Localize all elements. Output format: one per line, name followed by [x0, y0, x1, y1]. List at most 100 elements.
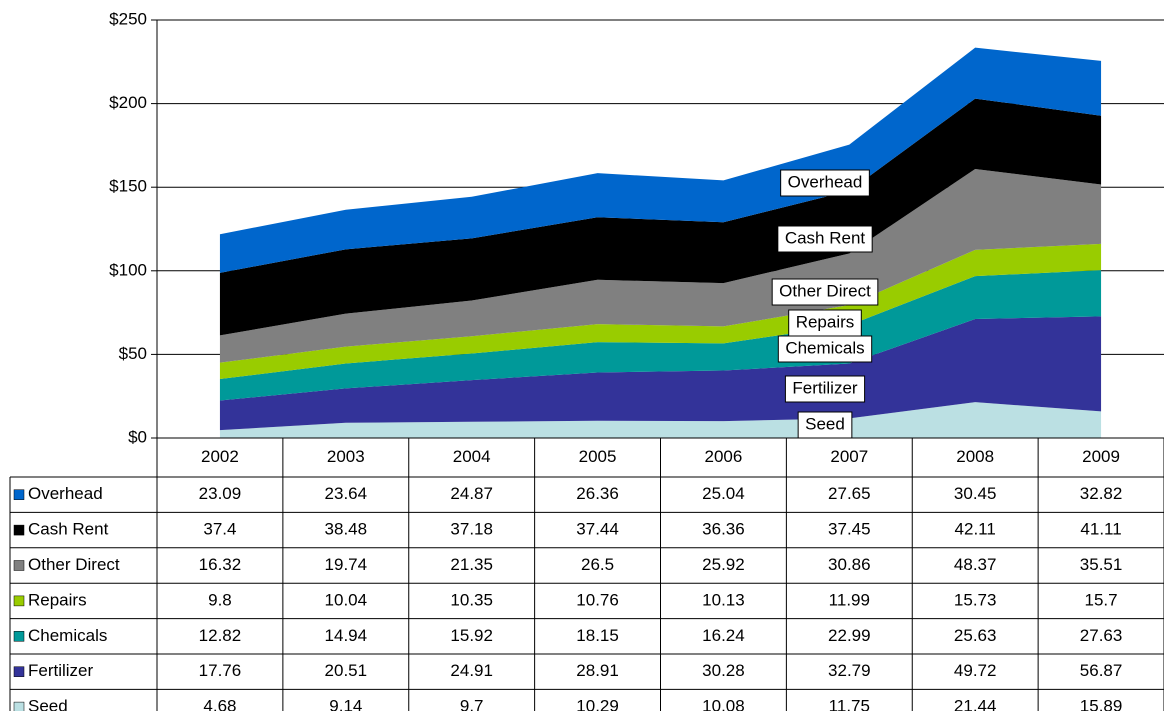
y-tick-label: $100 [109, 260, 147, 279]
table-value: 16.32 [199, 555, 242, 574]
table-value: 48.37 [954, 555, 997, 574]
table-value: 9.8 [208, 590, 232, 609]
table-value: 35.51 [1080, 555, 1123, 574]
y-tick-label: $200 [109, 93, 147, 112]
table-value: 26.36 [576, 484, 619, 503]
series-label: Cash Rent [785, 228, 866, 247]
table-value: 37.45 [828, 520, 871, 539]
table-value: 25.92 [702, 555, 745, 574]
legend-label: Fertilizer [28, 661, 94, 680]
table-value: 30.86 [828, 555, 871, 574]
legend-label: Overhead [28, 484, 103, 503]
table-value: 56.87 [1080, 661, 1123, 680]
label-box [777, 335, 873, 363]
table-value: 24.91 [450, 661, 493, 680]
table-value: 41.11 [1080, 520, 1121, 539]
x-tick-label: 2008 [956, 447, 994, 466]
table-value: 22.99 [828, 626, 871, 645]
table-value: 11.75 [829, 697, 870, 711]
y-tick-label: $50 [119, 344, 147, 363]
series-label: Chemicals [785, 338, 864, 357]
label-box [771, 278, 879, 306]
legend-swatch [13, 560, 25, 571]
x-tick-label: 2002 [201, 447, 239, 466]
table-value: 4.68 [203, 697, 236, 711]
series-label: Overhead [788, 172, 863, 191]
table-value: 25.63 [954, 626, 997, 645]
table-value: 9.7 [460, 697, 484, 711]
series-label: Seed [805, 414, 845, 433]
table-value: 27.65 [828, 484, 871, 503]
table-value: 23.09 [199, 484, 242, 503]
label-box [777, 225, 873, 253]
area [219, 243, 1102, 380]
x-tick-label: 2004 [453, 447, 491, 466]
table-value: 24.87 [450, 484, 493, 503]
area [219, 47, 1102, 273]
table-value: 19.74 [325, 555, 368, 574]
table-value: 10.29 [576, 697, 619, 711]
legend-label: Cash Rent [28, 520, 109, 539]
series-label: Other Direct [779, 281, 871, 300]
table-value: 49.72 [954, 661, 997, 680]
x-tick-label: 2005 [579, 447, 617, 466]
table-value: 36.36 [702, 520, 745, 539]
series-label: Fertilizer [792, 378, 858, 397]
x-tick-label: 2006 [705, 447, 743, 466]
table-value: 42.11 [955, 520, 996, 539]
table-value: 27.63 [1080, 626, 1123, 645]
y-tick-label: $250 [109, 9, 147, 28]
table-value: 28.91 [576, 661, 619, 680]
table-value: 15.92 [450, 626, 493, 645]
legend-swatch [13, 595, 25, 607]
legend-label: Other Direct [28, 555, 120, 574]
y-tick-label: $150 [109, 177, 147, 196]
table-value: 10.04 [325, 590, 368, 609]
table-value: 17.76 [199, 661, 242, 680]
table-value: 15.73 [954, 590, 997, 609]
table-value: 10.08 [702, 697, 745, 711]
x-tick-label: 2003 [327, 447, 365, 466]
table-value: 10.13 [702, 590, 745, 609]
table-value: 12.82 [199, 626, 242, 645]
legend-swatch [13, 701, 25, 711]
area [219, 98, 1102, 336]
table-value: 16.24 [702, 626, 745, 645]
area [219, 402, 1102, 438]
table-value: 37.4 [203, 520, 236, 539]
table-value: 20.51 [325, 661, 368, 680]
legend-label: Seed [28, 697, 68, 711]
table-value: 26.5 [581, 555, 614, 574]
area [219, 316, 1102, 431]
table-value: 30.45 [954, 484, 997, 503]
x-tick-label: 2007 [830, 447, 868, 466]
table-value: 15.89 [1080, 697, 1123, 711]
table-value: 30.28 [702, 661, 745, 680]
table-value: 38.48 [325, 520, 368, 539]
legend-swatch [13, 631, 25, 642]
legend-swatch [13, 524, 25, 536]
label-box [780, 169, 870, 197]
table-value: 23.64 [325, 484, 368, 503]
table-value: 32.82 [1080, 484, 1123, 503]
table-value: 37.44 [576, 520, 619, 539]
table-value: 10.76 [576, 590, 619, 609]
legend-swatch [13, 489, 25, 500]
table-value: 11.99 [829, 590, 870, 609]
area [219, 168, 1102, 363]
table-value: 15.7 [1085, 590, 1118, 609]
table-value: 10.35 [450, 590, 493, 609]
table-value: 9.14 [329, 697, 362, 711]
table-value: 21.35 [450, 555, 493, 574]
legend-label: Repairs [28, 590, 87, 609]
y-tick-label: $0 [128, 427, 147, 446]
legend-swatch [13, 666, 25, 677]
table-value: 21.44 [954, 697, 997, 711]
table-value: 18.15 [576, 626, 619, 645]
table-value: 14.94 [325, 626, 368, 645]
table-value: 32.79 [828, 661, 871, 680]
area [219, 270, 1102, 401]
series-label: Repairs [796, 312, 855, 331]
